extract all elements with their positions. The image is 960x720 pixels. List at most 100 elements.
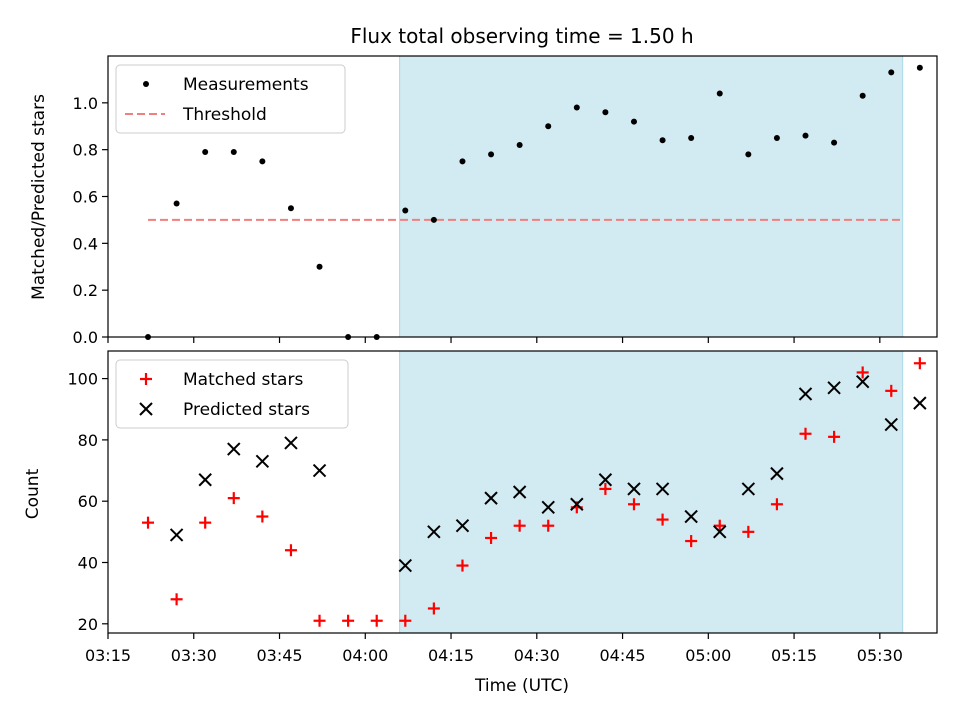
matched-stars-point xyxy=(513,519,526,532)
matched-stars-point xyxy=(427,602,440,615)
predicted-stars-point xyxy=(227,442,241,456)
bottom-y-tick-label: 20 xyxy=(78,615,98,634)
predicted-stars-point xyxy=(512,485,527,499)
matched-stars-point xyxy=(227,492,240,505)
predicted-stars-point xyxy=(455,519,470,533)
bottom-highlight-span xyxy=(399,350,904,634)
predicted-stars-point xyxy=(484,491,498,505)
predicted-stars-point xyxy=(284,436,298,450)
measurement-point xyxy=(630,118,637,125)
chart-plot-layer: 0.0 0.2 0.4 0.6 0.8 1.0 Measurements Threshold 0… xyxy=(67,55,938,665)
matched-stars-point xyxy=(542,519,555,532)
matched-stars-point xyxy=(799,427,812,440)
predicted-stars-point xyxy=(627,482,641,496)
matched-stars-point xyxy=(713,519,726,532)
predicted-stars-point xyxy=(427,525,441,539)
matched-stars-point xyxy=(828,430,841,443)
marker-stroke xyxy=(913,396,927,410)
measurement-point xyxy=(688,134,695,141)
top-y-tick-label: 0.6 xyxy=(73,188,98,207)
matched-stars-point xyxy=(399,614,412,627)
marker-stroke xyxy=(427,525,441,539)
x-tick-label: 04:15 xyxy=(428,646,474,665)
marker-stroke xyxy=(598,473,613,487)
marker-stroke xyxy=(255,454,270,469)
matched-stars-point xyxy=(656,513,669,526)
x-axis-label: Time (UTC) xyxy=(474,676,569,696)
marker-stroke xyxy=(169,528,184,542)
marker-stroke xyxy=(541,500,555,515)
x-tick-label: 05:00 xyxy=(685,646,731,665)
matched-stars-point xyxy=(142,516,155,529)
x-tick-label: 03:15 xyxy=(85,646,131,665)
matched-stars-point xyxy=(913,357,926,370)
predicted-stars-point xyxy=(169,528,184,542)
predicted-stars-point xyxy=(741,482,756,496)
predicted-stars-point xyxy=(770,466,784,481)
predicted-stars-point xyxy=(684,509,698,524)
matched-stars-point xyxy=(885,384,898,397)
measurement-point xyxy=(316,263,323,270)
predicted-stars-point xyxy=(598,473,613,487)
predicted-stars-point xyxy=(713,525,727,539)
marker-stroke xyxy=(655,482,670,496)
matched-stars-point xyxy=(342,614,355,627)
x-tick-label: 04:30 xyxy=(514,646,560,665)
bottom-y-tick-label: 60 xyxy=(78,492,98,511)
legend-label: Predicted stars xyxy=(183,400,310,420)
x-tick-label: 04:00 xyxy=(342,646,388,665)
marker-stroke xyxy=(770,466,784,481)
measurement-point xyxy=(459,158,466,165)
measurement-point xyxy=(602,109,609,116)
marker-stroke xyxy=(741,482,756,496)
matched-stars-point xyxy=(742,525,755,538)
matched-stars-point xyxy=(313,614,326,627)
measurement-point xyxy=(888,69,895,76)
matched-stars-point xyxy=(170,593,183,606)
marker-stroke xyxy=(398,558,413,573)
x-tick-label: 05:15 xyxy=(771,646,817,665)
legend-label: Measurements xyxy=(183,75,309,95)
x-tick-label: 03:45 xyxy=(256,646,302,665)
measurement-point xyxy=(488,151,495,158)
legend-label: Threshold xyxy=(182,105,267,125)
top-y-tick-label: 0.0 xyxy=(73,328,98,347)
bottom-y-tick-label: 80 xyxy=(78,431,98,450)
bottom-y-tick-label: 40 xyxy=(78,554,98,573)
matched-stars-point xyxy=(685,535,698,548)
marker-stroke xyxy=(227,442,241,456)
legend-predicted-stars-marker xyxy=(139,402,153,416)
top-y-tick-label: 1.0 xyxy=(73,94,98,113)
measurement-point xyxy=(516,141,523,148)
measurement-point xyxy=(402,207,409,214)
predicted-stars-point xyxy=(541,500,555,515)
top-legend xyxy=(115,64,346,134)
measurement-point xyxy=(802,132,809,139)
predicted-stars-point xyxy=(655,482,670,496)
top-plot-frame xyxy=(107,55,938,338)
measurement-point xyxy=(230,149,237,156)
marker-stroke xyxy=(827,381,841,395)
predicted-stars-point xyxy=(884,417,898,432)
measurement-point xyxy=(202,149,209,156)
top-y-tick-label: 0.4 xyxy=(73,234,98,253)
top-highlight-span xyxy=(399,55,904,338)
measurement-point xyxy=(659,137,666,144)
marker-stroke xyxy=(855,374,870,389)
marker-stroke xyxy=(198,473,212,487)
predicted-stars-point xyxy=(913,396,927,410)
predicted-stars-point xyxy=(570,497,584,511)
measurement-point xyxy=(173,200,180,207)
predicted-stars-point xyxy=(312,463,327,478)
bottom-y-tick-label: 100 xyxy=(67,370,98,389)
x-tick-label: 03:30 xyxy=(171,646,217,665)
marker-stroke xyxy=(284,436,298,450)
bottom-plot-frame xyxy=(107,350,938,634)
matched-stars-point xyxy=(770,498,783,511)
legend-matched-stars-marker xyxy=(140,373,152,385)
matched-stars-point xyxy=(456,559,469,572)
measurement-point xyxy=(716,90,723,97)
marker-stroke xyxy=(139,402,153,416)
bottom-y-axis-label: Count xyxy=(23,468,43,519)
